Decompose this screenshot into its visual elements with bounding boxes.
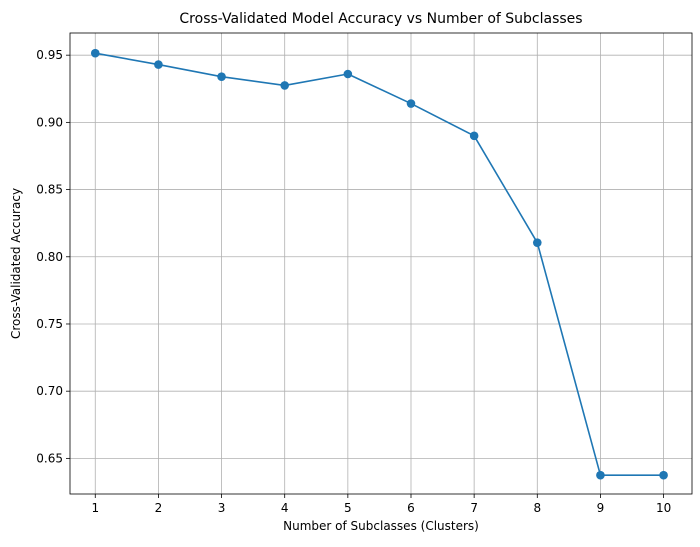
y-tick-label: 0.95 xyxy=(36,48,63,62)
data-point xyxy=(596,470,605,480)
data-point xyxy=(154,60,163,69)
x-tick-label: 4 xyxy=(281,501,289,515)
y-tick-label: 0.70 xyxy=(36,384,63,398)
data-point xyxy=(406,99,416,108)
chart-title: Cross-Validated Model Accuracy vs Number… xyxy=(179,11,582,27)
data-point xyxy=(280,81,290,90)
data-point xyxy=(343,69,353,79)
x-tick-label: 6 xyxy=(407,501,415,515)
y-axis-label: Cross-Validated Accuracy xyxy=(9,188,23,339)
y-tick-label: 0.90 xyxy=(36,115,63,129)
ticks: 1 2 3 4 5 6 7 8 9 10 0.65 0.70 0.75 0.80 0.85 0.90 0.95 xyxy=(36,48,671,515)
series-layer xyxy=(90,48,668,480)
x-tick-label: 8 xyxy=(533,501,541,515)
series-line xyxy=(95,52,664,476)
data-point xyxy=(90,48,100,58)
data-point xyxy=(659,470,668,480)
grid xyxy=(70,33,692,494)
x-tick-label: 3 xyxy=(218,501,226,515)
y-tick-label: 0.65 xyxy=(36,451,63,465)
data-point xyxy=(469,131,479,141)
x-tick-label: 10 xyxy=(656,501,671,515)
data-point xyxy=(217,72,226,81)
y-tick-label: 0.80 xyxy=(36,250,63,264)
y-tick-label: 0.85 xyxy=(36,183,63,197)
x-tick-label: 7 xyxy=(470,501,478,515)
x-tick-label: 9 xyxy=(597,501,605,515)
x-tick-label: 2 xyxy=(155,501,163,515)
x-axis-label: Number of Subclasses (Clusters) xyxy=(283,519,479,533)
x-tick-label: 1 xyxy=(91,501,99,515)
x-tick-label: 5 xyxy=(344,501,352,515)
data-point xyxy=(532,238,542,247)
plot-frame xyxy=(69,32,693,495)
y-tick-label: 0.75 xyxy=(36,317,63,331)
